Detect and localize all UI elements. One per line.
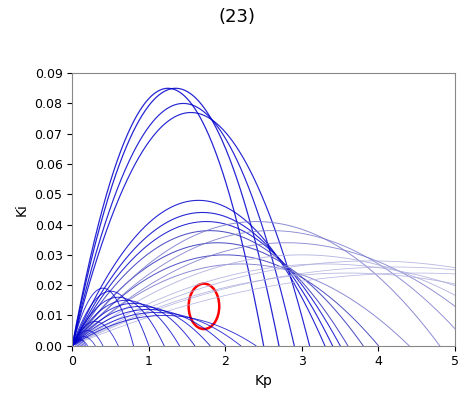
Text: (23): (23) [219,8,255,26]
Y-axis label: Ki: Ki [15,203,29,216]
X-axis label: Kp: Kp [255,374,273,388]
